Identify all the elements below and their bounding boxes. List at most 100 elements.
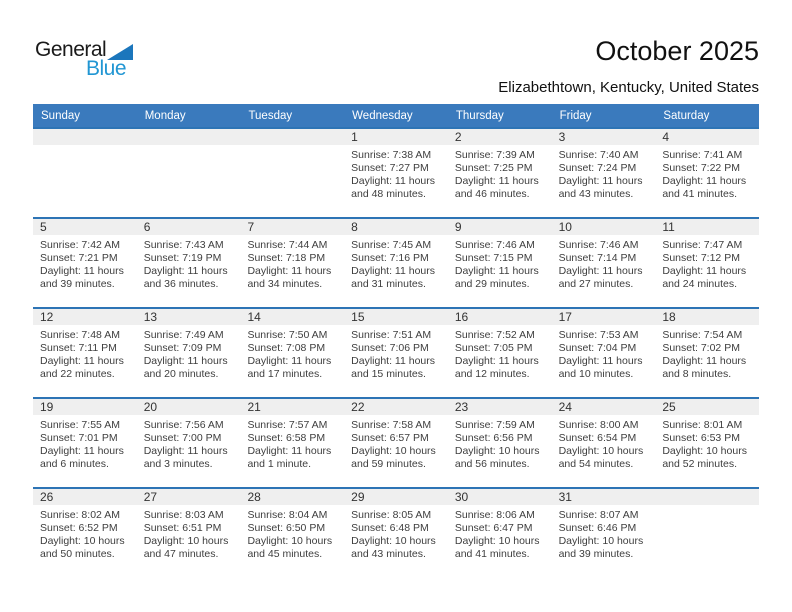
day-cell-19: 19 Sunrise: 7:55 AM Sunset: 7:01 PM Dayligh… <box>33 399 137 487</box>
daylight-text-line2: and 20 minutes. <box>143 368 219 380</box>
sunset-text: Sunset: 6:58 PM <box>247 432 326 444</box>
sunset-text: Sunset: 6:57 PM <box>351 432 429 444</box>
logo: General Blue <box>35 38 134 81</box>
sunset-text: Sunset: 6:52 PM <box>40 522 118 534</box>
daylight-text-line1: Daylight: 11 hours <box>454 175 539 187</box>
day-details: Sunrise: 7:44 AM Sunset: 7:18 PM Daylight:… <box>240 235 344 291</box>
sunset-text: Sunset: 7:02 PM <box>662 342 740 354</box>
daylight-text-line1: Daylight: 11 hours <box>351 175 436 187</box>
day-cell-2: 2 Sunrise: 7:39 AM Sunset: 7:25 PM Daylight… <box>447 129 552 217</box>
daylight-text-line2: and 15 minutes. <box>351 368 426 380</box>
day-cell-27: 27 Sunrise: 8:03 AM Sunset: 6:51 PM Dayligh… <box>136 489 241 577</box>
daylight-text-line1: Daylight: 11 hours <box>40 265 124 277</box>
daylight-text-line1: Daylight: 11 hours <box>662 175 747 187</box>
daylight-text-line2: and 1 minute. <box>247 458 312 470</box>
day-cell-25: 25 Sunrise: 8:01 AM Sunset: 6:53 PM Dayligh… <box>655 399 760 487</box>
sunrise-text: Sunrise: 7:58 AM <box>351 419 432 431</box>
daylight-text-line2: and 45 minutes. <box>247 548 323 560</box>
day-number: 29 <box>344 489 448 505</box>
daylight-text-line1: Daylight: 10 hours <box>558 445 644 457</box>
daylight-text-line1: Daylight: 11 hours <box>558 355 643 367</box>
sunrise-text: Sunrise: 7:46 AM <box>558 239 639 251</box>
location-subtitle: Elizabethtown, Kentucky, United States <box>498 79 759 96</box>
week-row-4: 19 Sunrise: 7:55 AM Sunset: 7:01 PM Dayligh… <box>33 397 760 487</box>
day-details: Sunrise: 8:01 AM Sunset: 6:53 PM Daylight:… <box>655 415 759 471</box>
day-cell-18: 18 Sunrise: 7:54 AM Sunset: 7:02 PM Dayligh… <box>655 309 760 397</box>
weekday-label-thursday: Thursday <box>455 109 504 122</box>
day-details: Sunrise: 7:40 AM Sunset: 7:24 PM Daylight:… <box>552 145 656 201</box>
logo-text-blue: Blue <box>86 57 127 80</box>
day-number: 9 <box>447 219 552 235</box>
daylight-text-line1: Daylight: 11 hours <box>351 355 436 367</box>
daylight-text-line1: Daylight: 11 hours <box>40 355 124 367</box>
sunset-text: Sunset: 7:05 PM <box>454 342 533 354</box>
day-number: 23 <box>447 399 552 415</box>
sunrise-text: Sunrise: 8:01 AM <box>662 419 743 431</box>
daylight-text-line1: Daylight: 10 hours <box>40 535 125 547</box>
sunrise-text: Sunrise: 7:52 AM <box>454 329 535 341</box>
week-row-1: 1 Sunrise: 7:38 AM Sunset: 7:27 PM Daylight… <box>33 127 760 217</box>
day-number: 7 <box>240 219 345 235</box>
sunrise-text: Sunrise: 7:40 AM <box>558 149 639 161</box>
day-details: Sunrise: 7:50 AM Sunset: 7:08 PM Daylight:… <box>240 325 344 381</box>
day-details: Sunrise: 7:46 AM Sunset: 7:15 PM Daylight:… <box>448 235 552 291</box>
daylight-text-line2: and 12 minutes. <box>454 368 530 380</box>
day-cell-3: 3 Sunrise: 7:40 AM Sunset: 7:24 PM Daylight… <box>551 129 656 217</box>
day-details: Sunrise: 7:47 AM Sunset: 7:12 PM Daylight:… <box>655 235 759 291</box>
day-details: Sunrise: 8:02 AM Sunset: 6:52 PM Daylight:… <box>33 505 137 561</box>
sunset-text: Sunset: 6:47 PM <box>454 522 533 534</box>
sunset-text: Sunset: 7:16 PM <box>351 252 429 264</box>
day-cell-12: 12 Sunrise: 7:48 AM Sunset: 7:11 PM Dayligh… <box>33 309 137 397</box>
daylight-text-line2: and 54 minutes. <box>558 458 634 470</box>
daylight-text-line1: Daylight: 10 hours <box>351 445 436 457</box>
daylight-text-line2: and 10 minutes. <box>558 368 634 380</box>
daylight-text-line2: and 56 minutes. <box>454 458 530 470</box>
day-number <box>240 129 345 145</box>
day-details: Sunrise: 7:39 AM Sunset: 7:25 PM Daylight:… <box>448 145 552 201</box>
daylight-text-line2: and 52 minutes. <box>662 458 738 470</box>
calendar: Sunday Monday Tuesday Wednesday Thursday Frid… <box>33 104 760 577</box>
sunrise-text: Sunrise: 8:02 AM <box>40 509 120 521</box>
daylight-text-line2: and 3 minutes. <box>143 458 213 470</box>
day-details: Sunrise: 8:04 AM Sunset: 6:50 PM Daylight:… <box>240 505 344 561</box>
sunrise-text: Sunrise: 7:47 AM <box>662 239 743 251</box>
daylight-text-line2: and 29 minutes. <box>454 278 530 290</box>
sunrise-text: Sunrise: 7:38 AM <box>351 149 432 161</box>
day-details: Sunrise: 7:58 AM Sunset: 6:57 PM Daylight:… <box>344 415 448 471</box>
daylight-text-line1: Daylight: 11 hours <box>454 355 539 367</box>
day-number: 17 <box>551 309 656 325</box>
week-row-3: 12 Sunrise: 7:48 AM Sunset: 7:11 PM Dayligh… <box>33 307 760 397</box>
daylight-text-line2: and 34 minutes. <box>247 278 323 290</box>
weekday-header-row: Sunday Monday Tuesday Wednesday Thursday Frid… <box>33 104 759 127</box>
day-cell-26: 26 Sunrise: 8:02 AM Sunset: 6:52 PM Dayligh… <box>33 489 137 577</box>
sunset-text: Sunset: 7:01 PM <box>40 432 118 444</box>
daylight-text-line1: Daylight: 11 hours <box>143 265 228 277</box>
day-number: 28 <box>240 489 345 505</box>
daylight-text-line1: Daylight: 10 hours <box>351 535 436 547</box>
daylight-text-line2: and 39 minutes. <box>558 548 634 560</box>
calendar-grid: 1 Sunrise: 7:38 AM Sunset: 7:27 PM Daylight… <box>33 127 760 577</box>
weekday-label-tuesday: Tuesday <box>248 109 293 122</box>
daylight-text-line2: and 43 minutes. <box>558 188 634 200</box>
day-number: 15 <box>344 309 448 325</box>
day-number: 19 <box>33 399 137 415</box>
day-number: 25 <box>655 399 760 415</box>
daylight-text-line1: Daylight: 10 hours <box>454 535 540 547</box>
sunrise-text: Sunrise: 7:56 AM <box>143 419 224 431</box>
sunset-text: Sunset: 7:14 PM <box>558 252 637 264</box>
sunrise-text: Sunrise: 7:54 AM <box>662 329 743 341</box>
sunrise-text: Sunrise: 7:46 AM <box>454 239 535 251</box>
day-number: 5 <box>33 219 137 235</box>
day-details: Sunrise: 8:06 AM Sunset: 6:47 PM Daylight:… <box>448 505 552 561</box>
day-cell-13: 13 Sunrise: 7:49 AM Sunset: 7:09 PM Dayligh… <box>136 309 241 397</box>
daylight-text-line2: and 8 minutes. <box>662 368 732 380</box>
daylight-text-line2: and 27 minutes. <box>558 278 634 290</box>
day-details: Sunrise: 7:57 AM Sunset: 6:58 PM Daylight:… <box>240 415 344 471</box>
daylight-text-line2: and 17 minutes. <box>247 368 323 380</box>
day-details: Sunrise: 7:45 AM Sunset: 7:16 PM Daylight:… <box>344 235 448 291</box>
day-cell-1: 1 Sunrise: 7:38 AM Sunset: 7:27 PM Daylight… <box>344 129 448 217</box>
day-number: 1 <box>344 129 448 145</box>
day-cell-8: 8 Sunrise: 7:45 AM Sunset: 7:16 PM Daylight… <box>344 219 448 307</box>
day-details: Sunrise: 8:05 AM Sunset: 6:48 PM Daylight:… <box>344 505 448 561</box>
day-cell-9: 9 Sunrise: 7:46 AM Sunset: 7:15 PM Daylight… <box>447 219 552 307</box>
